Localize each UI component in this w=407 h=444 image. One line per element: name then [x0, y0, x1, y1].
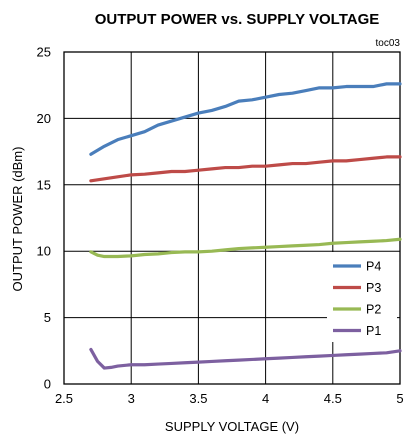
legend-label-p4: P4	[366, 260, 381, 274]
y-tick-label: 15	[37, 177, 51, 192]
y-tick-label: 20	[37, 111, 51, 126]
x-tick-label: 2.5	[55, 391, 73, 406]
x-tick-label: 4.5	[324, 391, 342, 406]
x-axis-label: SUPPLY VOLTAGE (V)	[165, 419, 299, 434]
x-tick-label: 3.5	[189, 391, 207, 406]
chart-note: toc03	[376, 38, 401, 49]
chart-title: OUTPUT POWER vs. SUPPLY VOLTAGE	[95, 11, 380, 28]
x-tick-label: 5	[396, 391, 403, 406]
series-lines	[89, 82, 402, 370]
y-tick-label: 10	[37, 244, 51, 259]
series-line-p1	[89, 347, 402, 370]
x-tick-label: 3	[128, 391, 135, 406]
legend-label-p2: P2	[366, 303, 381, 317]
legend-label-p3: P3	[366, 281, 381, 295]
legend: P4 P3 P2 P1	[327, 252, 397, 342]
y-axis-label: OUTPUT POWER (dBm)	[10, 147, 25, 292]
grid	[63, 51, 401, 385]
series-line-p2	[89, 237, 402, 259]
tick-labels: 2.5 3 3.5 4 4.5 5 0 5 10 15 20 25	[37, 45, 404, 407]
y-tick-label: 25	[37, 45, 51, 60]
x-tick-label: 4	[262, 391, 269, 406]
plot-frame	[63, 51, 401, 385]
y-tick-label: 5	[44, 310, 51, 325]
legend-label-p1: P1	[366, 324, 381, 338]
series-line-p4	[89, 82, 402, 156]
y-tick-label: 0	[44, 377, 51, 392]
series-line-p3	[89, 155, 402, 183]
